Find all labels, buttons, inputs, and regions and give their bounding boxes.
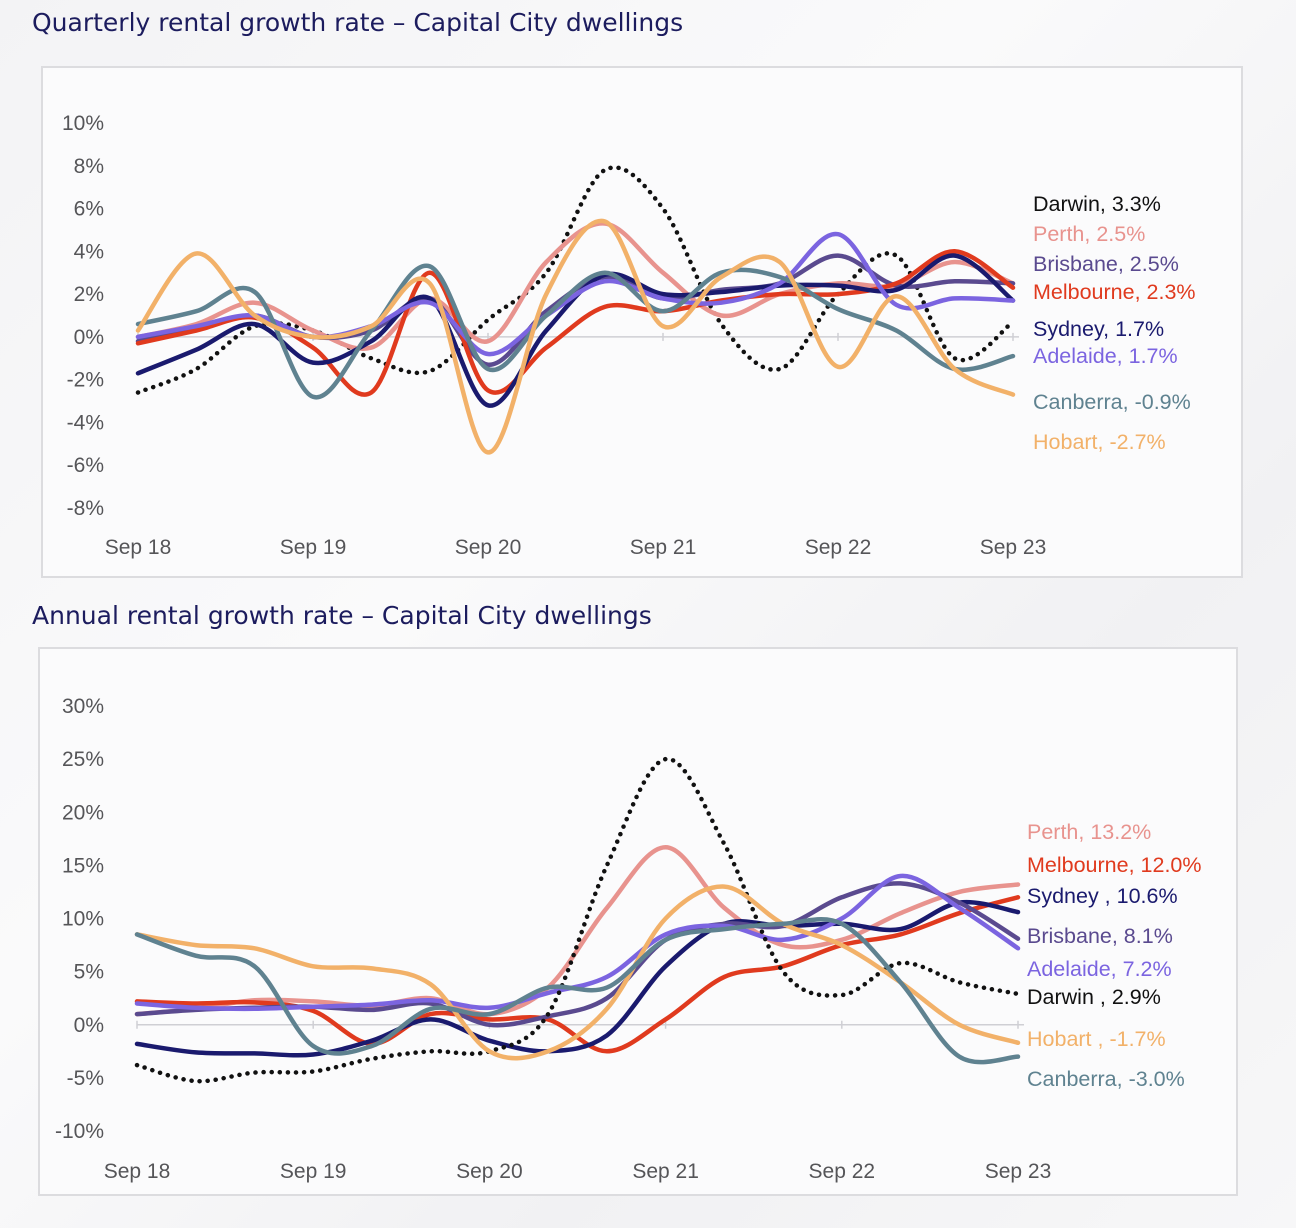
quarterly-x-tick-label: Sep 21	[630, 536, 697, 559]
annual-y-tick-label: 25%	[62, 748, 104, 771]
annual-x-tick-label: Sep 19	[280, 1160, 347, 1183]
annual-series-adelaide	[134, 873, 1021, 1012]
annual-chart-svg: 30% 25% 20% 15% 10% 5% 0% -5% -10%Sep 18 Sep 19 Se…	[55, 695, 1202, 1183]
quarterly-x-tick-label: Sep 23	[980, 536, 1047, 559]
quarterly-series-canberra	[135, 263, 1016, 400]
quarterly-end-label-brisbane: Brisbane, 2.5%	[1033, 252, 1179, 276]
annual-end-label-darwin: Darwin , 2.9%	[1027, 985, 1161, 1009]
annual-y-tick-label: 30%	[62, 695, 104, 718]
quarterly-y-tick-label: 4%	[74, 240, 104, 263]
quarterly-x-tick-label: Sep 22	[805, 536, 872, 559]
quarterly-x-tick-label: Sep 18	[105, 536, 172, 559]
annual-series-hobart	[134, 884, 1021, 1061]
quarterly-y-tick-label: 2%	[74, 283, 104, 306]
quarterly-y-tick-label: 8%	[74, 155, 104, 178]
quarterly-y-tick-label: -8%	[67, 497, 104, 520]
annual-end-label-canberra: Canberra, -3.0%	[1027, 1067, 1185, 1091]
annual-y-tick-label: 5%	[74, 961, 104, 984]
quarterly-series-sydney	[135, 253, 1016, 408]
quarterly-x-tick-label: Sep 20	[455, 536, 522, 559]
annual-y-tick-label: 20%	[62, 801, 104, 824]
quarterly-series-hobart	[135, 218, 1016, 455]
annual-end-label-brisbane: Brisbane, 8.1%	[1027, 924, 1173, 948]
annual-series-darwin	[134, 756, 1021, 1084]
annual-end-label-hobart: Hobart , -1.7%	[1027, 1027, 1166, 1051]
annual-x-tick-label: Sep 18	[104, 1160, 171, 1183]
annual-y-tick-label: -5%	[67, 1067, 104, 1090]
annual-x-tick-label: Sep 23	[985, 1160, 1052, 1183]
annual-y-tick-label: -10%	[55, 1120, 104, 1143]
annual-x-tick-label: Sep 21	[632, 1160, 699, 1183]
annual-x-tick-label: Sep 22	[809, 1160, 876, 1183]
quarterly-end-label-canberra: Canberra, -0.9%	[1033, 390, 1191, 414]
quarterly-y-tick-label: 0%	[74, 326, 104, 349]
quarterly-y-tick-label: -6%	[67, 454, 104, 477]
annual-y-tick-label: 0%	[74, 1014, 104, 1037]
annual-series-canberra	[134, 917, 1021, 1065]
quarterly-y-tick-label: 10%	[62, 112, 104, 135]
quarterly-series-melbourne	[135, 249, 1016, 397]
quarterly-y-tick-label: -2%	[67, 369, 104, 392]
quarterly-y-tick-label: -4%	[67, 411, 104, 434]
quarterly-end-label-melbourne: Melbourne, 2.3%	[1033, 280, 1196, 304]
quarterly-end-label-sydney: Sydney, 1.7%	[1033, 317, 1164, 341]
quarterly-series-adelaide	[135, 231, 1016, 357]
annual-y-tick-label: 15%	[62, 854, 104, 877]
annual-end-label-adelaide: Adelaide, 7.2%	[1027, 957, 1172, 981]
quarterly-end-label-darwin: Darwin, 3.3%	[1033, 192, 1161, 216]
annual-chart-title: Annual rental growth rate – Capital City…	[32, 601, 652, 630]
annual-series-perth	[134, 845, 1021, 1017]
annual-series-sydney	[134, 899, 1021, 1058]
quarterly-x-tick-label: Sep 19	[280, 536, 347, 559]
annual-end-label-melbourne: Melbourne, 12.0%	[1027, 853, 1202, 877]
annual-end-label-sydney: Sydney , 10.6%	[1027, 884, 1178, 908]
quarterly-end-label-adelaide: Adelaide, 1.7%	[1033, 344, 1178, 368]
annual-chart-panel: 30% 25% 20% 15% 10% 5% 0% -5% -10% Sep 18 Sep 19 Se…	[38, 647, 1238, 1196]
quarterly-chart-svg: 10% 8% 6% 4% 2% 0% -2% -4% -6% -8%Sep 18 Sep 19 Sep…	[62, 112, 1196, 559]
quarterly-chart-title: Quarterly rental growth rate – Capital C…	[32, 8, 684, 37]
quarterly-chart-panel: 10% 8% 6% 4% 2% 0% -2% -4% -6% -8% Sep 18 Sep 19 Sep…	[41, 66, 1243, 578]
quarterly-series-perth	[135, 221, 1016, 351]
annual-x-tick-label: Sep 20	[456, 1160, 523, 1183]
annual-end-label-perth: Perth, 13.2%	[1027, 820, 1151, 844]
quarterly-end-label-hobart: Hobart, -2.7%	[1033, 430, 1166, 454]
quarterly-end-label-perth: Perth, 2.5%	[1033, 222, 1145, 246]
annual-y-tick-label: 10%	[62, 908, 104, 931]
quarterly-y-tick-label: 6%	[74, 198, 104, 221]
